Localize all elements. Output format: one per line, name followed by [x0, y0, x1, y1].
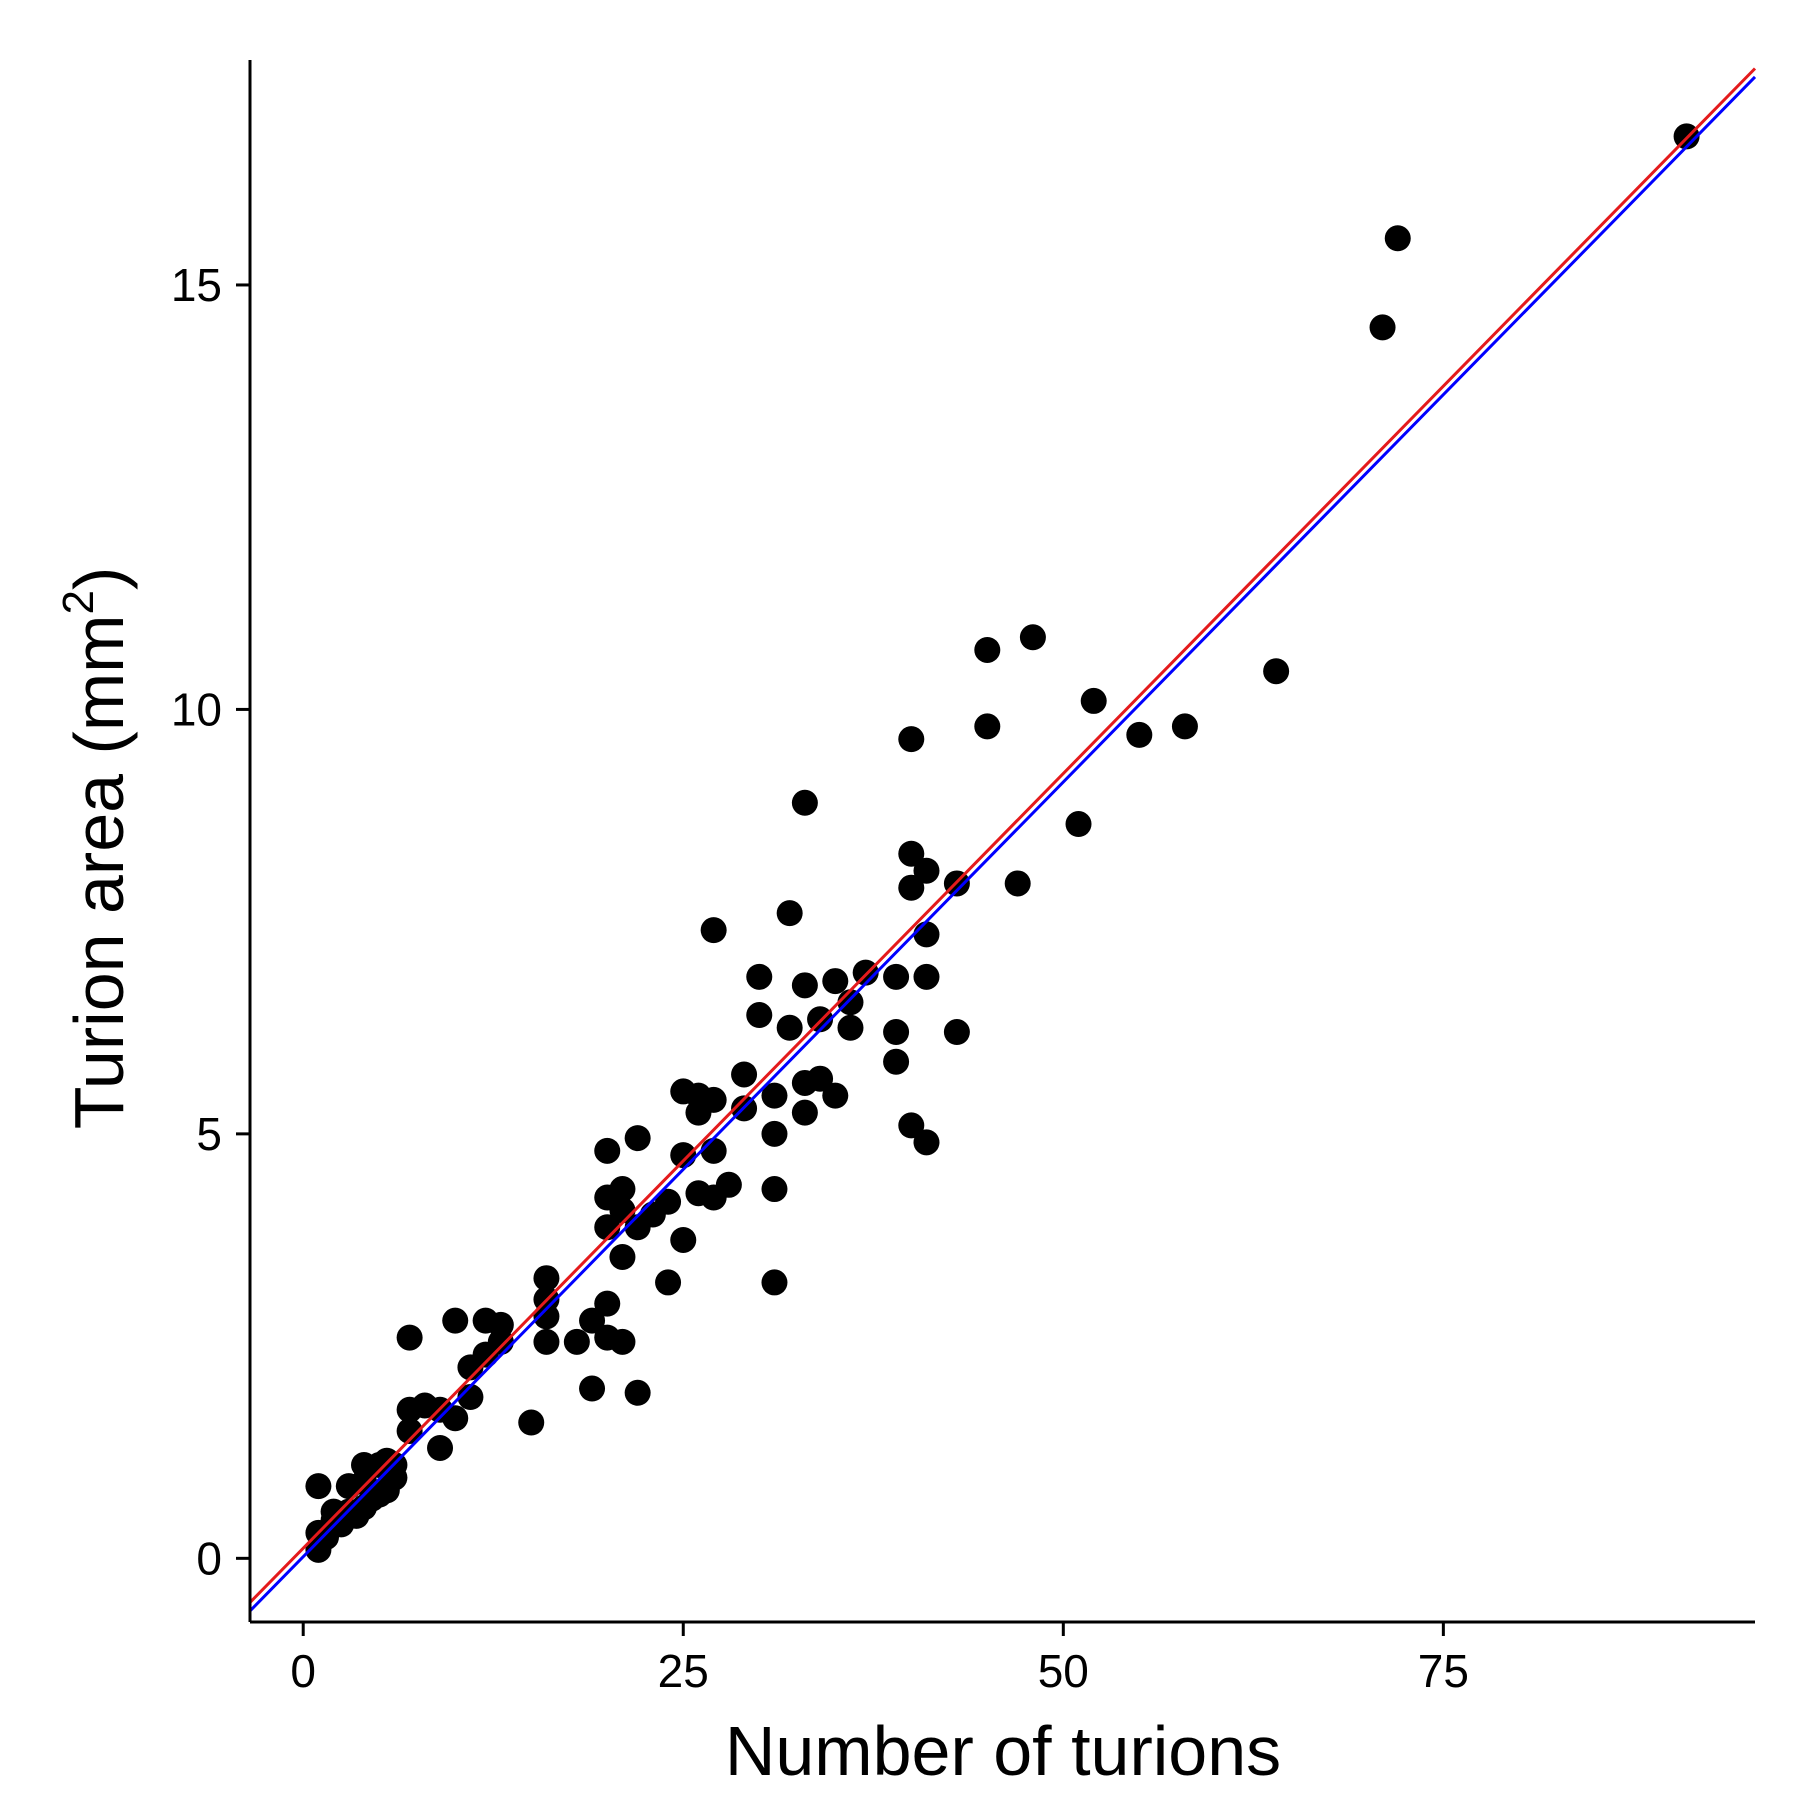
data-point — [594, 1290, 621, 1317]
data-point — [837, 989, 864, 1016]
data-point — [655, 1188, 682, 1215]
data-point — [791, 972, 818, 999]
data-point — [1263, 658, 1290, 685]
data-point — [761, 1269, 788, 1296]
data-point — [913, 1129, 940, 1156]
y-axis-title: Turion area (mm2) — [54, 567, 138, 1130]
y-axis-title-suffix: ) — [60, 567, 138, 590]
data-point — [624, 1125, 651, 1152]
data-point — [898, 726, 925, 753]
y-tick-label: 0 — [196, 1532, 222, 1584]
data-point — [807, 1065, 834, 1092]
fit-lines — [248, 67, 1757, 1613]
data-point — [563, 1328, 590, 1355]
data-point — [655, 1269, 682, 1296]
data-point — [579, 1375, 606, 1402]
data-point — [609, 1328, 636, 1355]
data-point — [898, 874, 925, 901]
y-tick-label: 15 — [171, 259, 222, 311]
data-point — [700, 1086, 727, 1113]
data-point — [487, 1311, 514, 1338]
data-point — [305, 1473, 332, 1500]
data-point — [396, 1324, 423, 1351]
x-tick-label: 50 — [1038, 1645, 1089, 1697]
data-point — [457, 1384, 484, 1411]
data-point — [1004, 870, 1031, 897]
data-point — [974, 713, 1001, 740]
data-point — [533, 1328, 560, 1355]
data-point — [761, 1176, 788, 1203]
data-point — [837, 1014, 864, 1041]
y-axis-title-superscript: 2 — [54, 590, 103, 614]
data-point — [791, 1099, 818, 1126]
data-point — [1065, 811, 1092, 838]
data-point — [670, 1226, 697, 1253]
data-point — [913, 857, 940, 884]
x-axis-title: Number of turions — [725, 1712, 1281, 1790]
data-point — [518, 1409, 545, 1436]
x-axis-ticks: 0 25 50 75 — [290, 1622, 1469, 1697]
data-point — [974, 636, 1001, 663]
data-point — [943, 1019, 970, 1046]
data-point — [898, 1112, 925, 1139]
data-point — [427, 1434, 454, 1461]
data-point — [822, 1082, 849, 1109]
data-point — [396, 1417, 423, 1444]
data-point — [883, 1048, 910, 1075]
x-tick-label: 75 — [1418, 1645, 1469, 1697]
data-point — [579, 1307, 606, 1334]
data-point — [913, 921, 940, 948]
data-point — [761, 1120, 788, 1147]
data-point — [883, 1019, 910, 1046]
data-point — [746, 963, 773, 990]
y-tick-label: 5 — [196, 1108, 222, 1160]
data-point — [533, 1265, 560, 1292]
data-point — [1019, 624, 1046, 651]
data-point — [609, 1176, 636, 1203]
data-point — [670, 1142, 697, 1169]
data-point — [1384, 225, 1411, 252]
data-point — [776, 900, 803, 927]
data-point — [776, 1014, 803, 1041]
data-point — [700, 1137, 727, 1164]
data-point — [898, 840, 925, 867]
data-point — [700, 917, 727, 944]
data-point — [913, 963, 940, 990]
x-tick-label: 25 — [658, 1645, 709, 1697]
x-tick-label: 0 — [290, 1645, 316, 1697]
data-point — [883, 963, 910, 990]
y-tick-label: 10 — [171, 683, 222, 735]
data-point — [761, 1082, 788, 1109]
fit-line — [248, 67, 1757, 1604]
fit-line — [248, 75, 1757, 1613]
data-point — [609, 1243, 636, 1270]
data-point — [1080, 687, 1107, 714]
data-point — [624, 1379, 651, 1406]
data-point — [442, 1307, 469, 1334]
data-point — [822, 968, 849, 995]
data-point — [594, 1137, 621, 1164]
data-point — [791, 789, 818, 816]
y-axis-ticks: 0 5 10 15 — [171, 259, 250, 1584]
data-point — [746, 1002, 773, 1029]
data-point — [715, 1171, 742, 1198]
data-point — [1126, 721, 1153, 748]
data-point — [442, 1405, 469, 1432]
data-point — [852, 959, 879, 986]
data-point — [1369, 314, 1396, 341]
y-axis-title-text: Turion area (mm — [60, 615, 138, 1130]
data-point — [731, 1061, 758, 1088]
data-point — [1171, 713, 1198, 740]
